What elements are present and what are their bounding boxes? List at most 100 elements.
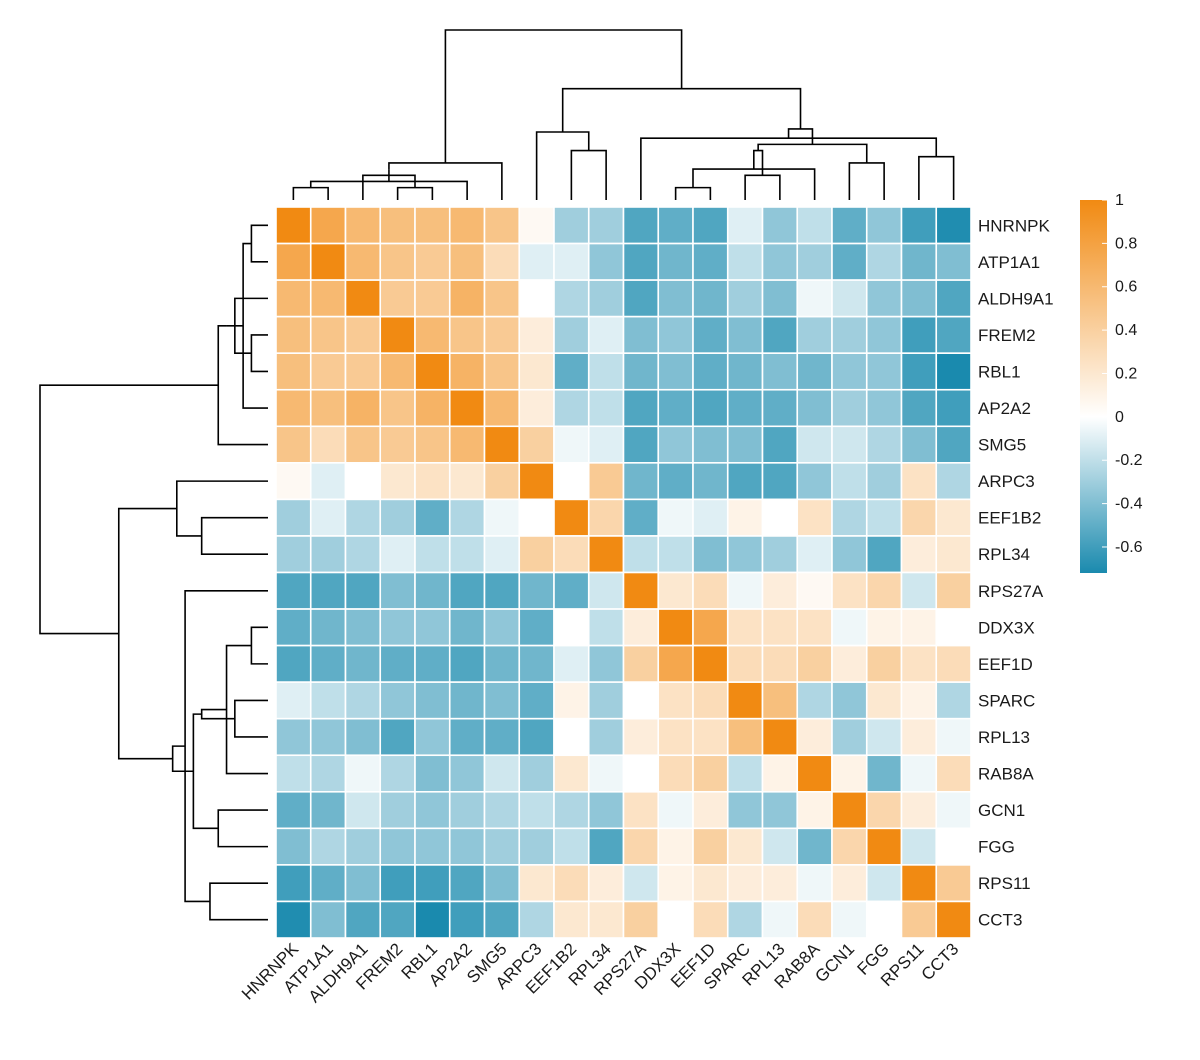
heatmap-cell-ALDH9A1-EEF1D bbox=[692, 279, 729, 318]
row-label: EEF1B2 bbox=[978, 509, 1041, 528]
heatmap-cell-FREM2-SMG5 bbox=[483, 315, 521, 354]
heatmap-cell-RPL34-FREM2 bbox=[379, 535, 416, 574]
heatmap-cell-HNRNPK-ATP1A1 bbox=[309, 206, 347, 245]
heatmap-cell-RAB8A-ATP1A1 bbox=[309, 754, 347, 793]
heatmap-cell-GCN1-HNRNPK bbox=[275, 790, 312, 830]
heatmap-cell-FGG-RPS27A bbox=[622, 827, 660, 866]
heatmap-cell-AP2A2-RPS27A bbox=[622, 388, 660, 428]
row-dendrogram-link bbox=[250, 224, 268, 263]
heatmap-cell-RPL34-RPL34 bbox=[587, 535, 625, 574]
heatmap-cell-ALDH9A1-RPL13 bbox=[761, 279, 799, 318]
heatmap-cell-FREM2-SPARC bbox=[726, 315, 764, 354]
heatmap-cell-EEF1B2-ARPC3 bbox=[518, 498, 555, 537]
heatmap-cell-DDX3X-AP2A2 bbox=[448, 608, 486, 647]
heatmap-cell-ALDH9A1-ARPC3 bbox=[518, 279, 555, 318]
heatmap-cell-RPL13-SPARC bbox=[726, 717, 764, 757]
heatmap-cell-RPL34-EEF1B2 bbox=[553, 535, 590, 574]
heatmap-cell-RBL1-SPARC bbox=[726, 352, 764, 391]
column-dendrogram-link bbox=[787, 128, 814, 145]
heatmap-cell-SMG5-GCN1 bbox=[831, 425, 868, 464]
heatmap-cell-RAB8A-SPARC bbox=[726, 754, 764, 793]
heatmap-cell-FREM2-RPS11 bbox=[900, 315, 938, 354]
heatmap-cell-ATP1A1-GCN1 bbox=[831, 242, 868, 281]
heatmap-cell-FGG-AP2A2 bbox=[448, 827, 486, 866]
heatmap-cell-ALDH9A1-SMG5 bbox=[483, 279, 521, 318]
heatmap-cell-FREM2-RAB8A bbox=[796, 315, 833, 354]
heatmap-cell-SPARC-RBL1 bbox=[414, 681, 451, 720]
row-dendrogram-link bbox=[184, 589, 268, 903]
heatmap-cell-ARPC3-HNRNPK bbox=[275, 462, 312, 501]
heatmap-cell-FGG-GCN1 bbox=[831, 827, 868, 866]
heatmap-cell-SMG5-RPS27A bbox=[622, 425, 660, 464]
heatmap-cell-AP2A2-AP2A2 bbox=[448, 388, 486, 428]
heatmap-cell-RPS27A-ATP1A1 bbox=[309, 571, 347, 610]
heatmap-cell-HNRNPK-FGG bbox=[865, 206, 903, 245]
heatmap-cell-ARPC3-ALDH9A1 bbox=[344, 462, 382, 501]
heatmap-cell-DDX3X-FREM2 bbox=[379, 608, 416, 647]
row-label: AP2A2 bbox=[978, 399, 1031, 418]
heatmap-cell-FREM2-EEF1D bbox=[692, 315, 729, 354]
heatmap-cell-EEF1D-EEF1B2 bbox=[553, 644, 590, 683]
heatmap-cell-FREM2-ALDH9A1 bbox=[344, 315, 382, 354]
heatmap-cell-RPL13-RPS11 bbox=[900, 717, 938, 757]
column-dendrogram-link bbox=[692, 168, 816, 200]
heatmap-cell-RPS11-ATP1A1 bbox=[309, 864, 347, 903]
row-label: RBL1 bbox=[978, 362, 1021, 381]
row-label: FREM2 bbox=[978, 326, 1036, 345]
heatmap-cell-AP2A2-EEF1B2 bbox=[553, 388, 590, 428]
column-dendrogram-link bbox=[674, 186, 712, 200]
heatmap-cell-RPL34-CCT3 bbox=[935, 535, 972, 574]
column-dendrogram-link bbox=[744, 174, 781, 200]
heatmap-cell-GCN1-CCT3 bbox=[935, 790, 972, 830]
heatmap-cell-SPARC-RPS11 bbox=[900, 681, 938, 720]
heatmap-cell-RBL1-DDX3X bbox=[657, 352, 694, 391]
heatmap-cell-FGG-RPS11 bbox=[900, 827, 938, 866]
heatmap-cell-HNRNPK-ALDH9A1 bbox=[344, 206, 382, 245]
heatmap-cell-GCN1-SMG5 bbox=[483, 790, 521, 830]
heatmap-cell-RPS27A-ARPC3 bbox=[518, 571, 555, 610]
row-label: RPS11 bbox=[978, 874, 1031, 893]
heatmap-cell-RAB8A-RPL34 bbox=[587, 754, 625, 793]
heatmap-cell-HNRNPK-RPS11 bbox=[900, 206, 938, 245]
heatmap-cell-SPARC-EEF1B2 bbox=[553, 681, 590, 720]
heatmap-cell-RPS27A-EEF1D bbox=[692, 571, 729, 610]
heatmap-cell-DDX3X-SPARC bbox=[726, 608, 764, 647]
row-dendrogram-link bbox=[209, 882, 268, 921]
heatmap-cell-GCN1-SPARC bbox=[726, 790, 764, 830]
heatmap-cell-CCT3-RPL34 bbox=[587, 900, 625, 939]
heatmap-cell-EEF1D-RPL13 bbox=[761, 644, 799, 683]
row-dendrogram-link bbox=[250, 626, 268, 665]
heatmap-cell-CCT3-AP2A2 bbox=[448, 900, 486, 939]
heatmap-cell-RPS11-SMG5 bbox=[483, 864, 521, 903]
heatmap-cell-RAB8A-RBL1 bbox=[414, 754, 451, 793]
heatmap-cell-EEF1B2-GCN1 bbox=[831, 498, 868, 537]
heatmap-cell-RPS27A-ALDH9A1 bbox=[344, 571, 382, 610]
heatmap-cell-ALDH9A1-SPARC bbox=[726, 279, 764, 318]
heatmap-cell-FREM2-EEF1B2 bbox=[553, 315, 590, 354]
heatmap-cell-AP2A2-SPARC bbox=[726, 388, 764, 428]
heatmap-cell-SPARC-RPS27A bbox=[622, 681, 660, 720]
heatmap-cell-CCT3-DDX3X bbox=[657, 900, 694, 939]
heatmap-cell-EEF1B2-SPARC bbox=[726, 498, 764, 537]
heatmap-cell-FREM2-RPS27A bbox=[622, 315, 660, 354]
heatmap-cell-GCN1-RPS11 bbox=[900, 790, 938, 830]
colorbar-tick-label: 1 bbox=[1115, 192, 1124, 209]
heatmap-cell-HNRNPK-RPL13 bbox=[761, 206, 799, 245]
heatmap-cell-ARPC3-GCN1 bbox=[831, 462, 868, 501]
heatmap-cell-RPS27A-RBL1 bbox=[414, 571, 451, 610]
column-dendrogram-link bbox=[292, 186, 329, 200]
row-dendrogram-link bbox=[242, 242, 268, 409]
heatmap-cell-RAB8A-FREM2 bbox=[379, 754, 416, 793]
heatmap-cell-FGG-HNRNPK bbox=[275, 827, 312, 866]
heatmap-cell-SMG5-RPL13 bbox=[761, 425, 799, 464]
heatmap-cell-RBL1-FGG bbox=[865, 352, 903, 391]
heatmap-cell-RPS11-DDX3X bbox=[657, 864, 694, 903]
heatmap-cell-EEF1D-RPL34 bbox=[587, 644, 625, 683]
heatmap-cell-RPL34-RPS11 bbox=[900, 535, 938, 574]
column-dendrogram-link bbox=[444, 29, 683, 163]
row-label: DDX3X bbox=[978, 618, 1035, 637]
heatmap-cell-HNRNPK-ARPC3 bbox=[518, 206, 555, 245]
heatmap-cell-SMG5-HNRNPK bbox=[275, 425, 312, 464]
heatmap-cell-EEF1D-ATP1A1 bbox=[309, 644, 347, 683]
